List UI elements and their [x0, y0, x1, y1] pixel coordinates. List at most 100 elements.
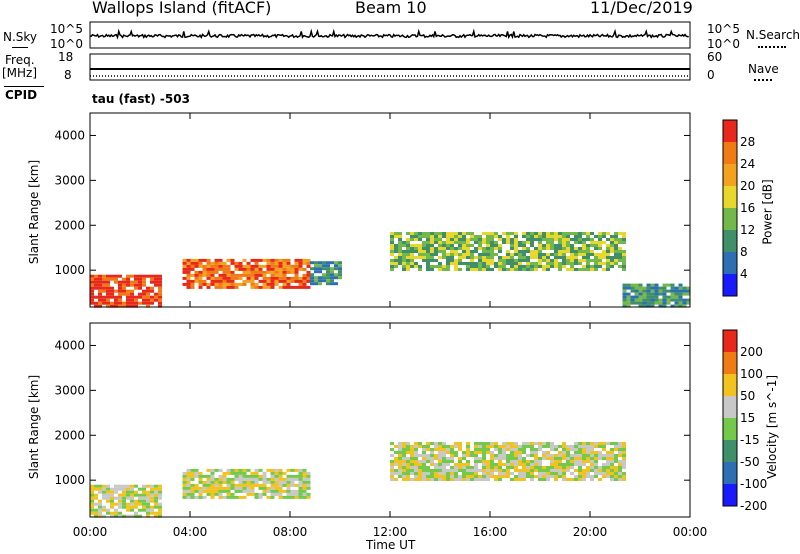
heatmap-cell	[594, 466, 598, 469]
heatmap-cell	[642, 301, 647, 305]
heatmap-cell	[134, 484, 138, 488]
heatmap-cell	[318, 270, 322, 274]
heatmap-cell	[306, 285, 311, 289]
heatmap-cell	[414, 475, 418, 478]
heatmap-cell	[502, 451, 506, 454]
heatmap-cell	[618, 238, 622, 241]
heatmap-cell	[394, 262, 398, 265]
heatmap-cell	[226, 279, 231, 283]
heatmap-cell	[602, 448, 606, 451]
heatmap-cell	[650, 283, 655, 287]
heatmap-cell	[466, 472, 470, 475]
heatmap-cell	[574, 475, 578, 478]
cpid-value: tau (fast) -503	[92, 92, 190, 106]
heatmap-cell	[310, 282, 314, 286]
heatmap-cell	[646, 292, 651, 296]
heatmap-cell	[594, 472, 598, 475]
heatmap-cell	[198, 282, 203, 286]
heatmap-cell	[554, 250, 558, 253]
heatmap-cell	[606, 238, 610, 241]
heatmap-cell	[218, 480, 223, 484]
heatmap-cell	[594, 451, 598, 454]
heatmap-cell	[202, 489, 207, 493]
heatmap-cell	[466, 238, 470, 241]
heatmap-cell	[482, 250, 486, 253]
heatmap-cell	[562, 238, 566, 241]
heatmap-cell	[434, 478, 438, 481]
heatmap-cell	[590, 463, 594, 466]
heatmap-cell	[602, 469, 606, 472]
heatmap-cell	[590, 457, 594, 460]
heatmap-cell	[434, 265, 438, 268]
heatmap-cell	[274, 471, 279, 475]
heatmap-cell	[558, 451, 562, 454]
heatmap-cell	[158, 274, 162, 278]
heatmap-cell	[230, 261, 235, 265]
heatmap-cell	[450, 448, 454, 451]
heatmap-cell	[418, 478, 422, 481]
heatmap-cell	[570, 448, 574, 451]
heatmap-cell	[242, 264, 247, 268]
heatmap-cell	[418, 460, 422, 463]
heatmap-cell	[570, 466, 574, 469]
heatmap-cell	[442, 442, 446, 445]
heatmap-cell	[550, 262, 554, 265]
heatmap-cell	[326, 282, 330, 286]
heatmap-cell	[514, 451, 518, 454]
heatmap-cell	[522, 244, 526, 247]
heatmap-cell	[514, 259, 518, 262]
heatmap-cell	[274, 258, 279, 262]
heatmap-cell	[442, 475, 446, 478]
heatmap-cell	[122, 301, 126, 305]
heatmap-cell	[622, 256, 626, 259]
heatmap-cell	[674, 298, 679, 302]
heatmap-cell	[210, 282, 215, 286]
colorbar-swatch	[723, 352, 737, 374]
heatmap-cell	[286, 480, 291, 484]
heatmap-cell	[206, 264, 211, 268]
heatmap-cell	[106, 295, 110, 299]
heatmap-cell	[114, 280, 118, 284]
heatmap-cell	[606, 268, 610, 271]
colorbar-swatch	[723, 186, 737, 208]
heatmap-cell	[90, 292, 94, 296]
heatmap-cell	[546, 445, 550, 448]
heatmap-cell	[402, 259, 406, 262]
heatmap-cell	[454, 475, 458, 478]
heatmap-cell	[618, 454, 622, 457]
y-tick-label: 1000	[54, 473, 85, 487]
heatmap-cell	[182, 282, 187, 286]
heatmap-cell	[90, 283, 94, 287]
heatmap-cell	[398, 232, 402, 235]
heatmap-cell	[134, 295, 138, 299]
heatmap-cell	[566, 262, 570, 265]
heatmap-cell	[210, 492, 215, 496]
heatmap-cell	[522, 235, 526, 238]
heatmap-cell	[450, 451, 454, 454]
heatmap-cell	[498, 445, 502, 448]
heatmap-cell	[94, 286, 98, 290]
heatmap-cell	[642, 289, 647, 293]
heatmap-cell	[102, 280, 106, 284]
heatmap-cell	[278, 489, 283, 493]
heatmap-cell	[574, 238, 578, 241]
heatmap-cell	[242, 258, 247, 262]
heatmap-cell	[230, 471, 235, 475]
heatmap-cell	[538, 475, 542, 478]
heatmap-cell	[210, 261, 215, 265]
heatmap-cell	[570, 268, 574, 271]
heatmap-cell	[470, 466, 474, 469]
heatmap-cell	[506, 262, 510, 265]
heatmap-cell	[486, 238, 490, 241]
heatmap-cell	[130, 304, 134, 308]
heatmap-cell	[642, 304, 647, 308]
cpid-label: CPID	[5, 88, 38, 102]
heatmap-cell	[266, 282, 271, 286]
y-tick-label: 3000	[54, 383, 85, 397]
heatmap-cell	[682, 301, 687, 305]
heatmap-cell	[470, 256, 474, 259]
heatmap-cell	[322, 264, 326, 268]
heatmap-cell	[558, 466, 562, 469]
heatmap-cell	[622, 289, 627, 293]
freq-top-tick: 18	[58, 50, 74, 64]
